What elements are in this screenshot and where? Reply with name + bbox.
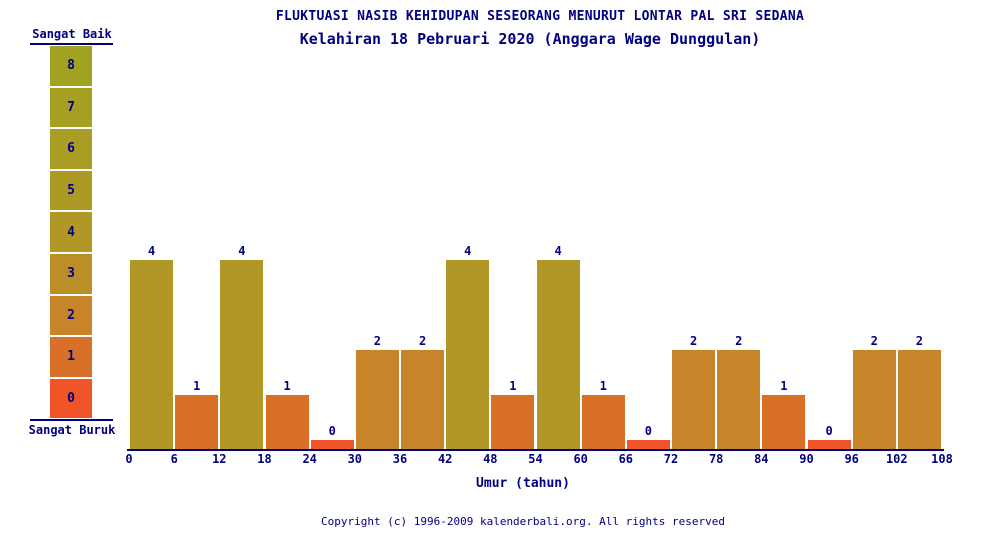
legend-cell-7: 7 [50, 87, 92, 128]
bar [626, 440, 670, 449]
bar-value-label: 4 [147, 244, 156, 258]
x-axis-label: Umur (tahun) [476, 476, 570, 491]
legend-cell-value: 5 [67, 183, 75, 199]
x-tick-label: 90 [799, 452, 814, 466]
bar-value-label: 0 [328, 424, 336, 438]
bar [310, 440, 354, 449]
legend-cell-4: 4 [50, 212, 92, 252]
legend-cell-5: 5 [50, 170, 92, 211]
bar [536, 260, 580, 449]
bar-value-label: 4 [464, 244, 472, 258]
bar-value-label: 0 [825, 424, 833, 438]
bar-value-label: 2 [418, 334, 427, 348]
legend-cell-3: 3 [50, 253, 92, 294]
bar [130, 260, 174, 449]
legend-cell-value: 8 [67, 58, 75, 74]
legend-cell-2: 2 [50, 295, 92, 336]
bar [446, 260, 490, 449]
x-axis-ticks: 0 6 12 18 24 30 36 42 48 54 60 66 72 78 84 90 96 102 108 [125, 452, 952, 466]
bar-value-label: 1 [283, 379, 291, 393]
x-tick-label: 18 [257, 452, 272, 466]
copyright-text: Copyright (c) 1996-2009 kalenderbali.org… [321, 515, 725, 528]
legend-overline [30, 419, 113, 421]
legend-top-label: Sangat Baik [32, 27, 112, 41]
x-tick-label: 108 [931, 452, 953, 466]
bar [265, 395, 309, 449]
bar [762, 395, 806, 449]
legend-cell-value: 6 [67, 141, 75, 157]
x-tick-label: 42 [437, 452, 453, 466]
x-tick-label: 36 [392, 452, 408, 466]
bar [807, 440, 851, 449]
bar-value-label: 2 [735, 334, 743, 348]
bar-value-label: 0 [644, 424, 653, 438]
x-tick-label: 78 [708, 452, 724, 466]
bar [401, 350, 445, 449]
bar [897, 350, 941, 449]
legend-cell-value: 3 [67, 266, 75, 282]
bar-value-label: 1 [599, 379, 607, 393]
legend-scale: 8 7 6 5 4 3 2 1 0 [50, 46, 92, 420]
x-tick-label: 30 [347, 452, 363, 466]
x-tick-label: 84 [754, 452, 769, 466]
legend-underline [30, 43, 113, 45]
bar [852, 350, 896, 449]
bar [175, 395, 219, 449]
bar-plot: 4 1 4 1 0 2 2 4 1 4 1 0 2 2 1 0 2 2 [129, 0, 942, 449]
legend-bottom-label: Sangat Buruk [28, 423, 116, 437]
bar [672, 350, 716, 449]
x-tick-label: 54 [528, 452, 543, 466]
bar-value-label: 4 [554, 244, 562, 258]
legend-cell-8: 8 [50, 46, 92, 86]
bar-value-label: 2 [689, 334, 698, 348]
chart-subtitle: Kelahiran 18 Pebruari 2020 (Anggara Wage… [299, 30, 761, 48]
legend-cell-value: 7 [67, 99, 75, 115]
legend-cell-6: 6 [50, 129, 92, 169]
bar-value-label: 2 [373, 334, 382, 348]
x-tick-label: 12 [212, 452, 227, 466]
bar [717, 350, 761, 449]
bar [355, 350, 399, 449]
bar-value-label: 2 [870, 334, 878, 348]
x-axis-line [127, 449, 944, 451]
x-tick-label: 96 [844, 452, 859, 466]
x-tick-label: 66 [618, 452, 634, 466]
legend-cell-value: 0 [67, 391, 75, 407]
x-tick-label: 48 [483, 452, 498, 466]
bar-value-label: 4 [238, 244, 246, 258]
chart-title: FLUKTUASI NASIB KEHIDUPAN SESEORANG MENU… [275, 9, 805, 24]
bar-value-label: 2 [915, 334, 924, 348]
x-tick-label: 60 [573, 452, 588, 466]
x-tick-label: 102 [885, 452, 908, 466]
bar-value-label: 1 [509, 379, 517, 393]
x-tick-label: 72 [663, 452, 679, 466]
x-tick-label: 6 [170, 452, 178, 466]
bar [220, 260, 264, 449]
legend-cell-value: 1 [67, 349, 75, 365]
x-tick-label: 24 [302, 452, 317, 466]
legend-cell-value: 4 [67, 224, 75, 240]
legend-cell-0: 0 [50, 378, 92, 419]
bar-value-label: 1 [780, 379, 788, 393]
legend-cell-1: 1 [50, 337, 92, 377]
x-tick-label: 0 [125, 452, 133, 466]
bar-value-label: 1 [193, 379, 201, 393]
bar [581, 395, 625, 449]
bar [491, 395, 535, 449]
legend-cell-value: 2 [67, 307, 75, 323]
